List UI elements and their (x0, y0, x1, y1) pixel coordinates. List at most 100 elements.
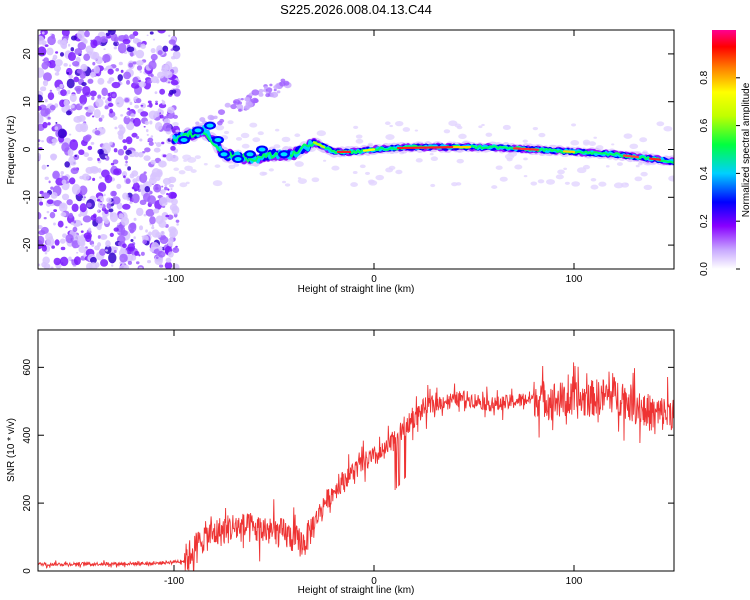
noise-blob (157, 108, 162, 113)
noise-blob (85, 234, 92, 243)
faint-blob (355, 138, 364, 144)
faint-blob (430, 156, 439, 162)
noise-blob (85, 105, 95, 113)
noise-blob (66, 199, 73, 206)
noise-blob (130, 239, 134, 242)
faint-blob (523, 175, 528, 178)
ridge-cluster-core (220, 152, 228, 157)
noise-blob (66, 78, 75, 89)
faint-blob (173, 167, 180, 172)
faint-blob (355, 134, 363, 139)
noise-blob (103, 67, 107, 71)
noise-blob (127, 166, 131, 171)
noise-blob (38, 263, 41, 267)
noise-blob (42, 72, 52, 82)
colorbar (712, 30, 736, 269)
noise-blob (126, 115, 129, 118)
faint-blob (388, 165, 396, 170)
noise-blob (133, 236, 136, 240)
branch-blob (269, 83, 273, 87)
noise-blob (91, 96, 95, 101)
faint-blob (223, 130, 230, 135)
noise-blob (46, 47, 54, 56)
noise-blob (158, 246, 163, 252)
top-y-ticks: -20 -10 0 10 20 (22, 48, 674, 252)
noise-blob (112, 159, 119, 165)
noise-blob (135, 135, 140, 139)
noise-blob (62, 233, 67, 238)
bottom-y-tick-label: 0 (22, 568, 33, 574)
faint-blob (194, 155, 201, 160)
branch-blob (217, 109, 226, 115)
faint-blob (451, 182, 458, 187)
faint-blob (228, 164, 236, 169)
snr-panel: -100 0 100 0 200 400 600 Height of straight l… (6, 329, 675, 596)
faint-blob (385, 134, 395, 140)
noise-blob (125, 136, 133, 145)
noise-blob (170, 187, 173, 191)
noise-blob (117, 74, 123, 82)
faint-blob (537, 179, 545, 184)
noise-blob (69, 177, 76, 185)
faint-blob (227, 120, 234, 125)
noise-blob (84, 106, 89, 110)
bottom-y-tick-label: 600 (22, 359, 33, 376)
noise-blob (90, 39, 98, 49)
colorbar-tick-label: 0.0 (699, 262, 710, 276)
bottom-y-tick-label: 200 (22, 494, 33, 511)
faint-blob (394, 120, 404, 127)
noise-blob (68, 256, 72, 262)
branch-blob (240, 97, 244, 101)
noise-blob (145, 208, 155, 217)
snr-series-line (38, 362, 674, 571)
faint-blob (203, 163, 208, 166)
noise-blob (149, 216, 156, 225)
noise-blob (61, 193, 70, 201)
noise-blob (150, 47, 156, 54)
noise-blob (65, 234, 74, 244)
noise-blob (136, 60, 144, 66)
noise-blob (165, 153, 174, 162)
faint-blob (499, 176, 508, 182)
faint-blob (430, 183, 436, 188)
top-x-tick-label: -100 (164, 274, 184, 285)
noise-blob (71, 183, 81, 195)
noise-blob (135, 97, 142, 104)
noise-blob (112, 116, 118, 121)
branch-blob (270, 91, 279, 98)
noise-blob (38, 211, 42, 220)
ridge-hotspot (562, 150, 576, 153)
faint-blob (415, 158, 423, 163)
noise-blob (113, 148, 118, 153)
faint-blob (184, 165, 193, 172)
noise-blob (161, 99, 164, 102)
faint-blob (402, 127, 411, 132)
noise-blob (54, 126, 59, 131)
noise-blob (167, 188, 170, 191)
noise-blob (78, 185, 88, 196)
noise-blob (92, 61, 96, 66)
noise-blob (91, 243, 95, 247)
faint-blob (179, 182, 188, 188)
noise-blob (93, 108, 101, 119)
noise-blob (60, 203, 66, 209)
noise-blob (120, 114, 124, 117)
noise-blob (84, 30, 90, 38)
noise-blob (55, 121, 58, 124)
faint-blob (215, 124, 225, 131)
noise-blob (131, 186, 135, 190)
branch-blob (245, 97, 251, 102)
noise-blob (164, 184, 168, 187)
noise-blob (145, 129, 149, 133)
noise-blob (154, 142, 157, 144)
noise-blob (105, 240, 111, 248)
noise-blob (53, 257, 61, 266)
colorbar-tick-label: 0.8 (699, 70, 710, 84)
noise-blob (108, 252, 117, 264)
noise-blob (61, 30, 70, 37)
faint-blob (259, 171, 267, 176)
noise-blob (60, 40, 68, 49)
noise-blob (78, 245, 87, 254)
faint-blob (576, 167, 587, 174)
